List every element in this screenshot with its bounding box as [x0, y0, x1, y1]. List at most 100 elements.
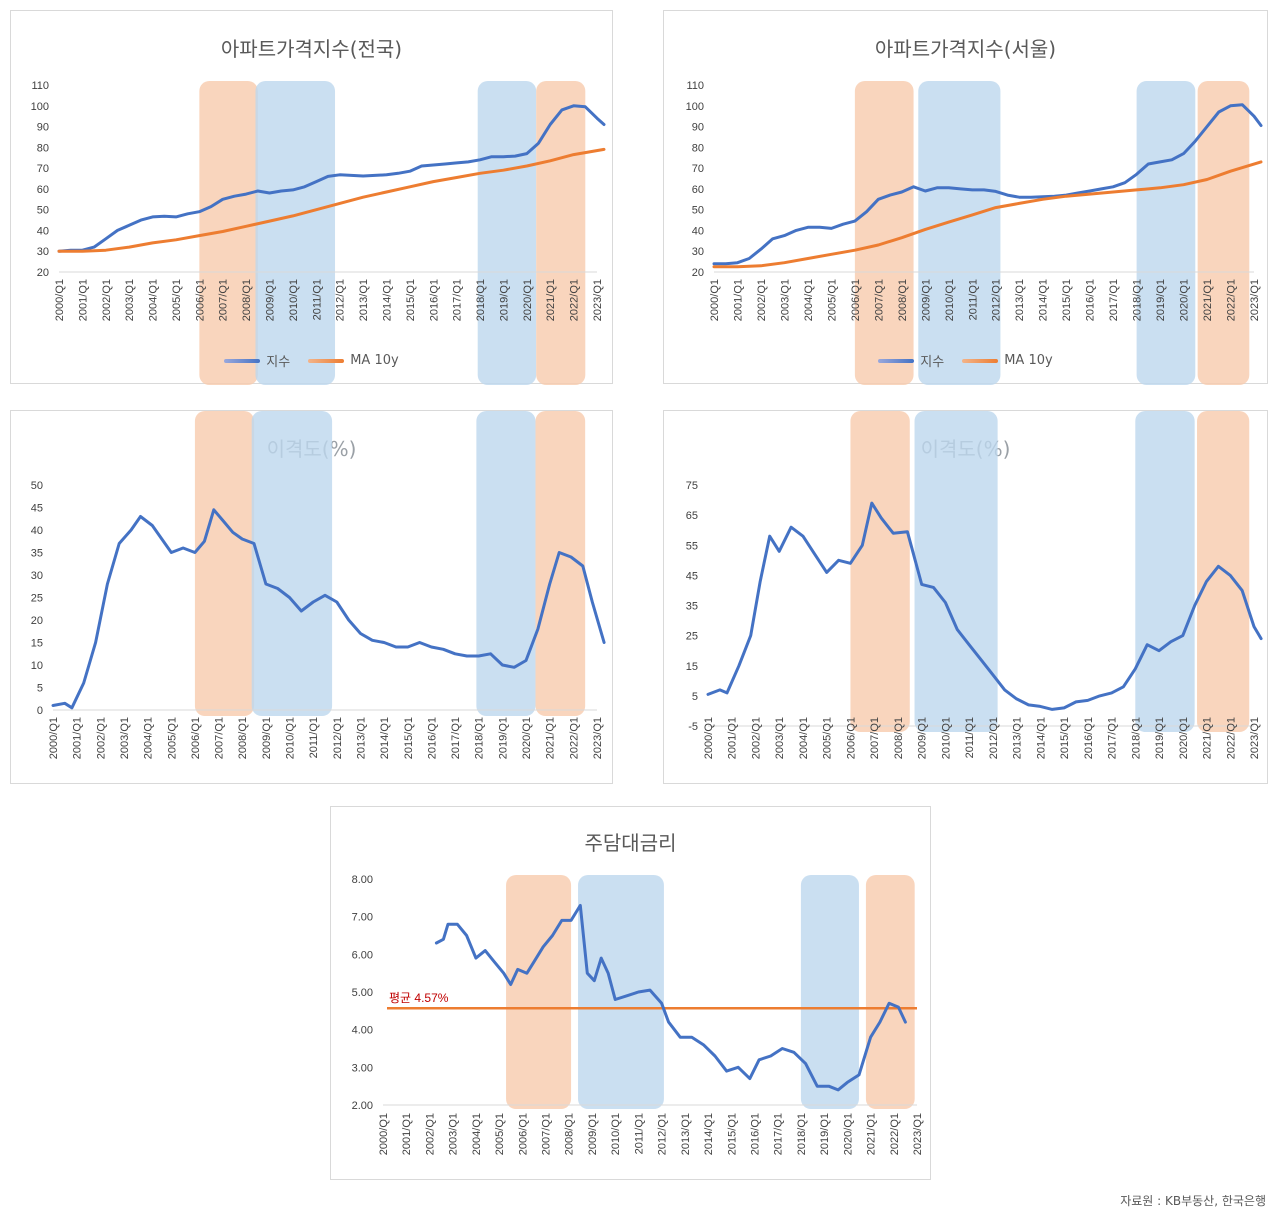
y-tick-label: 5	[692, 691, 698, 703]
x-tick-label: 2011/Q1	[633, 1113, 645, 1154]
x-tick-label: 2018/Q1	[796, 1113, 808, 1155]
x-tick-label: 2011/Q1	[967, 279, 979, 320]
x-tick-label: 2005/Q1	[166, 717, 178, 759]
x-tick-label: 2009/Q1	[265, 279, 277, 321]
x-tick-label: 2012/Q1	[657, 1113, 669, 1155]
y-tick-label: 30	[31, 570, 43, 582]
band-blue-1	[251, 411, 333, 716]
x-tick-label: 2015/Q1	[1061, 279, 1073, 321]
legend-item-ma: MA 10y	[308, 351, 399, 370]
x-tick-label: 2008/Q1	[893, 717, 905, 759]
x-tick-label: 2016/Q1	[426, 717, 438, 759]
x-axis: 2000/Q1 2001/Q1 2002/Q1 2003/Q1 2004/Q1 2005/…	[54, 279, 604, 321]
x-tick-label: 2009/Q1	[920, 279, 932, 321]
x-tick-label: 2012/Q1	[335, 279, 347, 321]
x-tick-label: 2002/Q1	[750, 717, 762, 759]
y-tick-label: 80	[692, 142, 704, 154]
x-tick-label: 2020/Q1	[521, 717, 533, 759]
y-tick-label: 35	[31, 548, 43, 560]
x-tick-label: 2001/Q1	[77, 279, 89, 321]
y-tick-label: 100	[686, 101, 704, 113]
x-tick-label: 2022/Q1	[1226, 279, 1238, 321]
x-tick-label: 2009/Q1	[917, 717, 929, 759]
x-tick-label: 2003/Q1	[448, 1113, 460, 1155]
x-tick-label: 2020/Q1	[522, 279, 534, 321]
x-tick-label: 2007/Q1	[218, 279, 230, 321]
x-axis: 2000/Q1 2001/Q1 2002/Q1 2003/Q1 2004/Q1 2005/…	[709, 279, 1261, 321]
x-tick-label: 2003/Q1	[779, 279, 791, 321]
x-tick-label: 2002/Q1	[95, 717, 107, 759]
x-tick-label: 2022/Q1	[889, 1113, 901, 1155]
x-tick-label: 2019/Q1	[497, 717, 509, 759]
chart-panel-national-gap: 이격도(%) 051015202530354045502000/Q12001/Q…	[10, 410, 613, 784]
series-line-ma	[57, 147, 606, 253]
x-tick-label: 2014/Q1	[379, 717, 391, 759]
y-tick-label: 75	[686, 480, 698, 492]
mortgage-rate-chart: 2.00 3.00 4.00 5.00 6.00 7.00 8.00 2000/Q1 2001/…	[352, 874, 924, 1155]
band-orange-3	[536, 81, 586, 385]
x-tick-label: 2007/Q1	[869, 717, 881, 759]
x-tick-label: 2020/Q1	[1179, 279, 1191, 321]
band-orange-0	[850, 411, 910, 732]
bands	[854, 81, 1250, 385]
x-tick-label: 2018/Q1	[475, 279, 487, 321]
x-tick-label: 2023/Q1	[592, 717, 604, 759]
x-tick-label: 2021/Q1	[1202, 279, 1214, 321]
y-tick-label: 110	[686, 80, 704, 92]
x-tick-label: 2013/Q1	[1012, 717, 1024, 759]
x-tick-label: 2004/Q1	[471, 1113, 483, 1155]
band-blue-2	[477, 81, 537, 385]
y-tick-label: 90	[692, 122, 704, 134]
y-tick-label: 50	[31, 480, 43, 492]
x-tick-label: 2008/Q1	[897, 279, 909, 321]
y-tick-label: 70	[692, 163, 704, 175]
x-tick-label: 2023/Q1	[1249, 279, 1261, 321]
x-tick-label: 2001/Q1	[727, 717, 739, 759]
x-tick-label: 2017/Q1	[450, 717, 462, 759]
series-line-index	[712, 103, 1263, 266]
x-tick-label: 2013/Q1	[680, 1113, 692, 1155]
band-orange-0	[194, 411, 255, 716]
chart-title: 주담대금리	[584, 831, 677, 855]
x-tick-label: 2018/Q1	[1130, 717, 1142, 759]
x-tick-label: 2010/Q1	[610, 1113, 622, 1155]
x-tick-label: 2019/Q1	[498, 279, 510, 321]
x-tick-label: 2008/Q1	[237, 717, 249, 759]
x-tick-label: 2015/Q1	[726, 1113, 738, 1155]
band-blue-1	[914, 411, 998, 732]
y-tick-label: 8.00	[352, 874, 373, 886]
y-tick-label: 40	[692, 225, 704, 237]
x-tick-label: 2000/Q1	[48, 717, 60, 759]
y-tick-label: 10	[31, 660, 43, 672]
y-tick-label: 15	[686, 661, 698, 673]
x-tick-label: 2016/Q1	[1085, 279, 1097, 321]
x-tick-label: 2004/Q1	[148, 279, 160, 321]
x-tick-label: 2002/Q1	[756, 279, 768, 321]
x-tick-label: 2023/Q1	[1249, 717, 1261, 759]
series-line-index	[57, 104, 606, 253]
band-blue-1	[578, 875, 664, 1109]
x-tick-label: 2018/Q1	[1132, 279, 1144, 321]
x-tick-label: 2005/Q1	[822, 717, 834, 759]
series-line-ma	[712, 160, 1263, 269]
x-tick-label: 2006/Q1	[850, 279, 862, 321]
legend-swatch-ma	[308, 358, 345, 363]
legend-item-ma: MA 10y	[962, 351, 1053, 370]
x-tick-label: 2005/Q1	[494, 1113, 506, 1155]
series-line-index	[51, 508, 606, 710]
x-tick-label: 2014/Q1	[1035, 717, 1047, 759]
x-tick-label: 2000/Q1	[703, 717, 715, 759]
y-axis: 0 5 10 15 20 25 30 35 40 45 50	[31, 480, 43, 717]
chart-panel-national-index: 아파트가격지수(전국) 20 30 40 50 60 70 80 90 100 110 2000/Q…	[10, 10, 613, 385]
x-tick-label: 2019/Q1	[1154, 717, 1166, 759]
x-tick-label: 2000/Q1	[378, 1113, 390, 1155]
x-tick-label: 2015/Q1	[1059, 717, 1071, 759]
x-tick-label: 2018/Q1	[474, 717, 486, 759]
y-tick-label: 60	[692, 184, 704, 196]
x-tick-label: 2017/Q1	[773, 1113, 785, 1155]
x-axis: 2000/Q1 2001/Q1 2002/Q1 2003/Q1 2004/Q1 2005/…	[48, 717, 604, 759]
x-tick-label: 2010/Q1	[288, 279, 300, 321]
x-tick-label: 2006/Q1	[845, 717, 857, 759]
y-axis: 20 30 40 50 60 70 80 90 100 110	[686, 80, 704, 279]
x-tick-label: 2006/Q1	[194, 279, 206, 321]
